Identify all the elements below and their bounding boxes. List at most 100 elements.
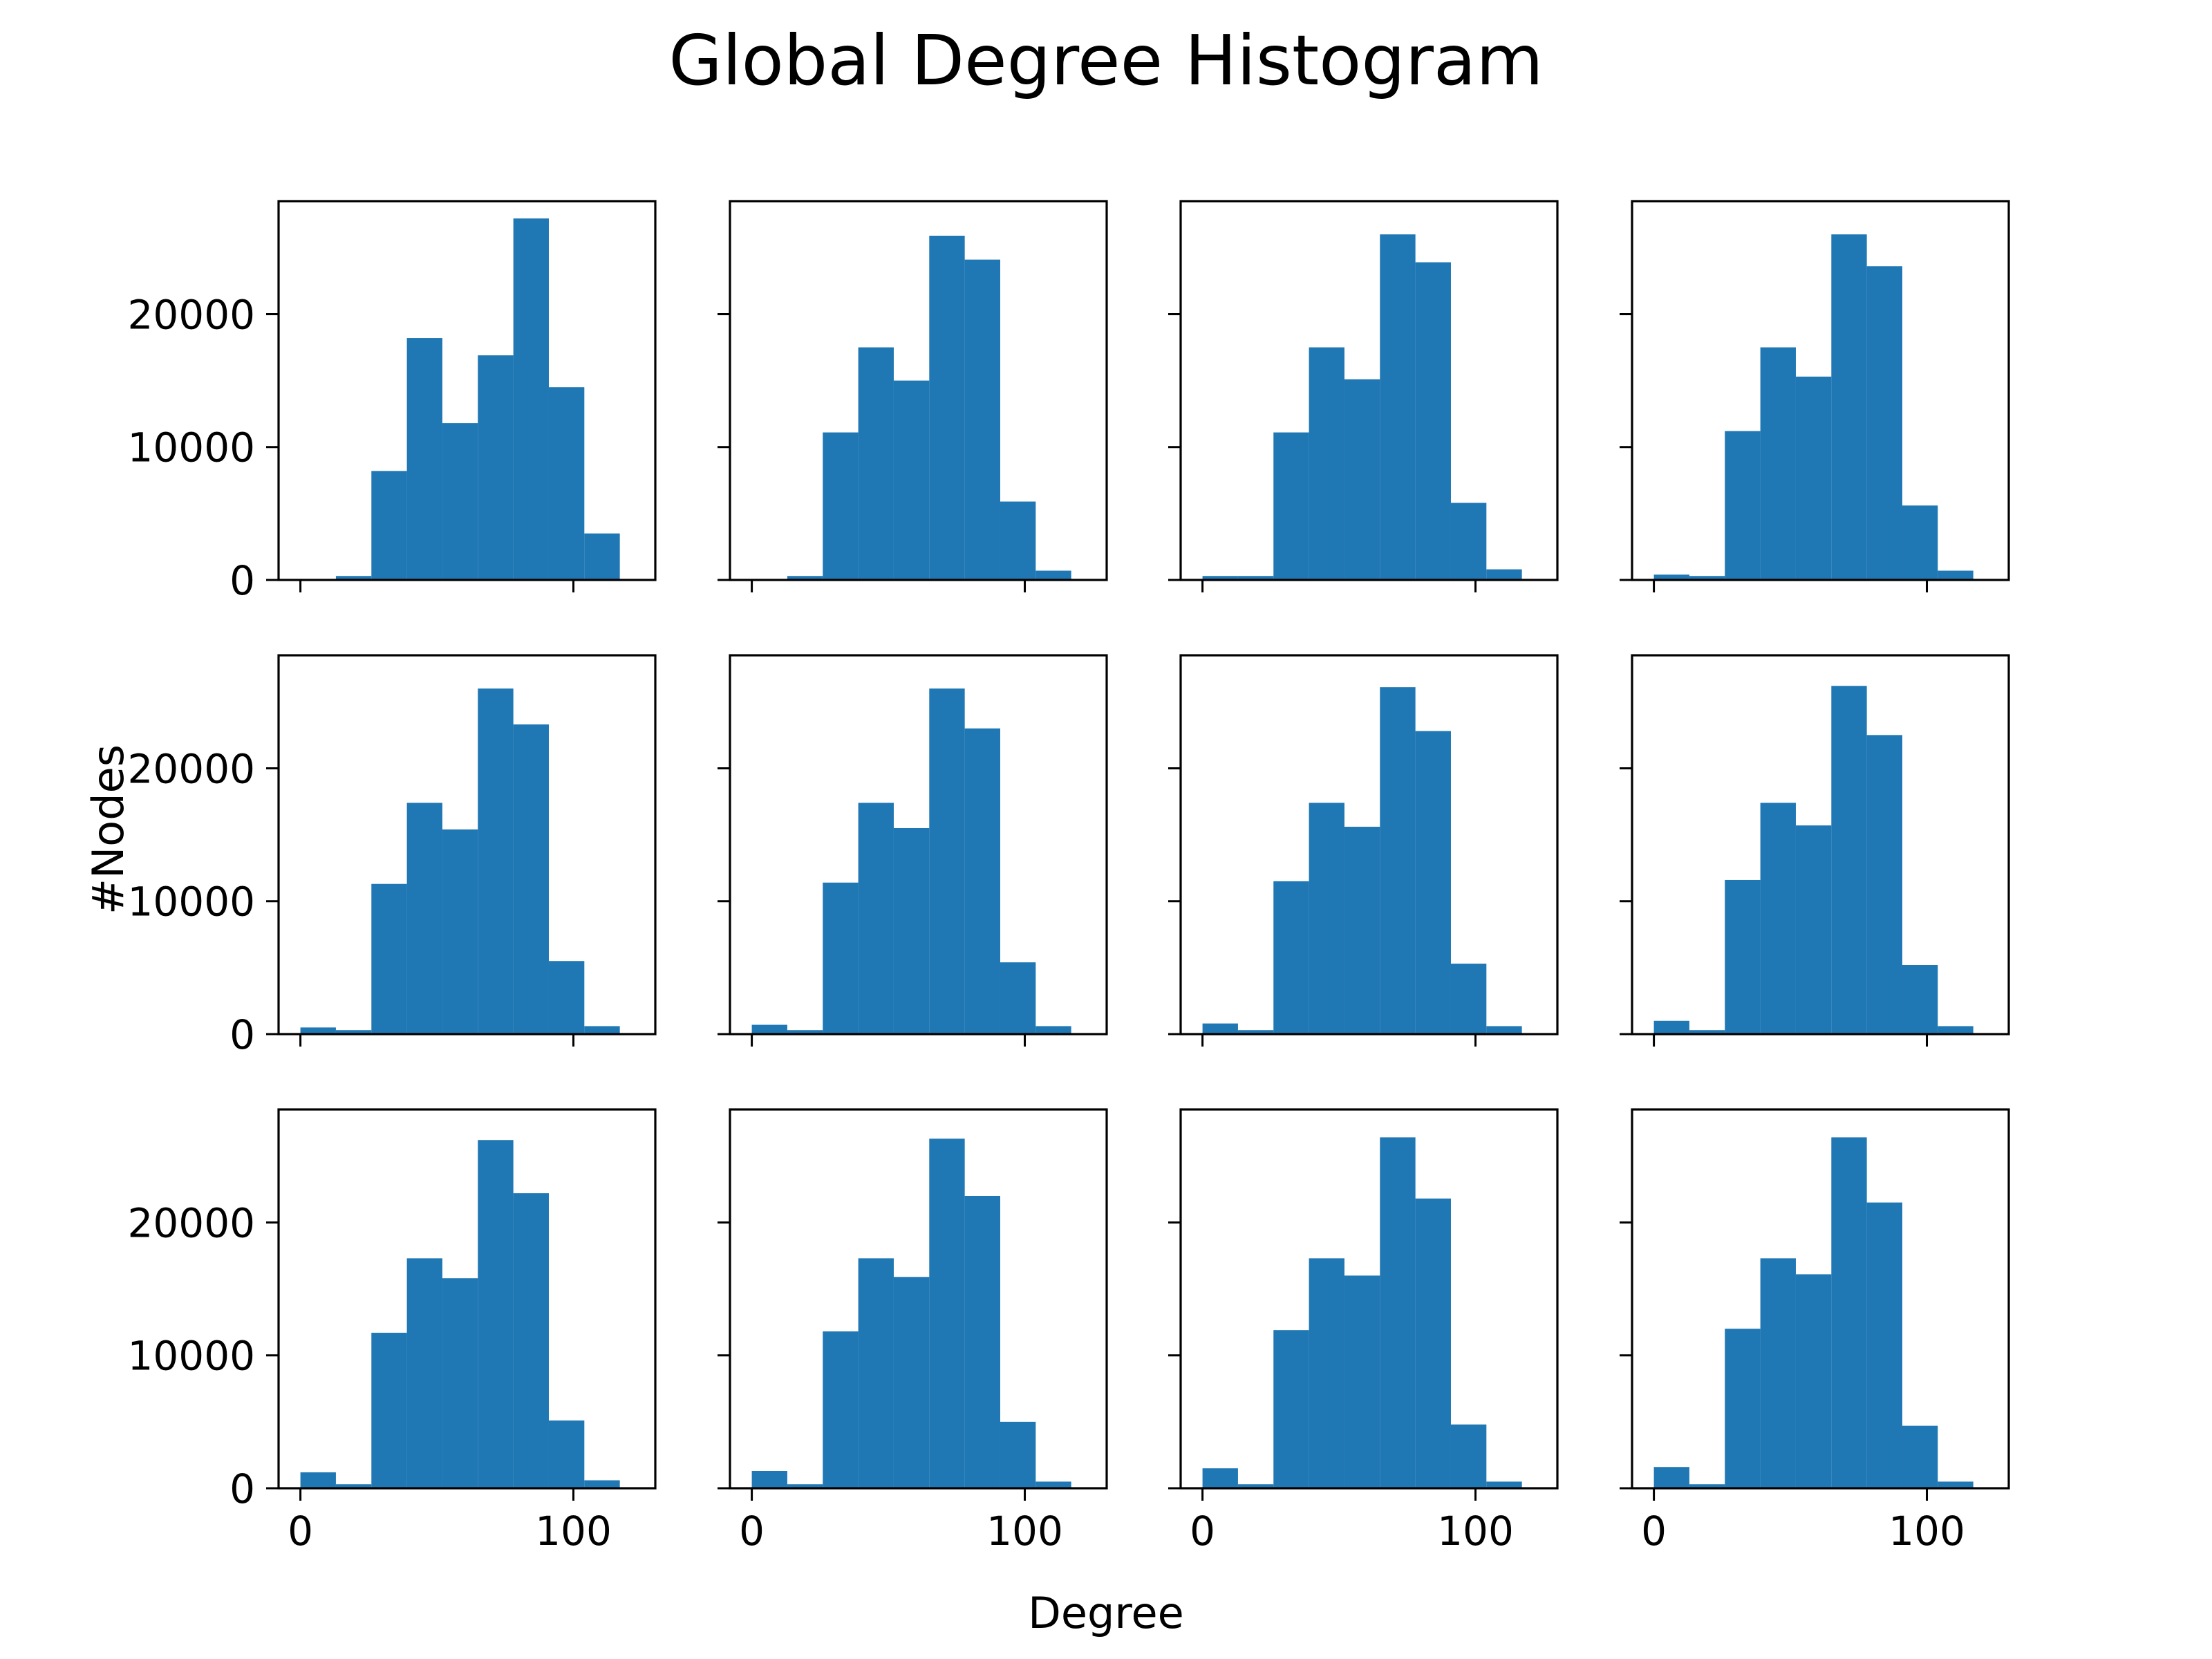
histogram-bar	[858, 803, 894, 1034]
histogram-bar	[371, 1333, 407, 1488]
axes-frame	[277, 654, 657, 1035]
histogram-bar	[1344, 827, 1380, 1034]
histogram-bar	[371, 471, 407, 580]
histogram-bar	[1450, 503, 1487, 580]
x-tick-label: 100	[1888, 1508, 1965, 1555]
histogram-bar	[1273, 432, 1309, 580]
histogram-bar	[929, 1138, 965, 1488]
histogram-bar	[1866, 735, 1902, 1034]
histogram-bar	[478, 688, 514, 1034]
axes-frame	[277, 200, 657, 581]
histogram-bar	[442, 1278, 478, 1488]
histogram-bar	[1938, 570, 1974, 580]
histogram-bar	[406, 1258, 442, 1488]
histogram-bar	[1725, 1329, 1761, 1488]
histogram-bar	[1000, 501, 1036, 580]
histogram-bar	[1000, 962, 1036, 1034]
histogram-bar	[406, 338, 442, 580]
histogram-bar	[335, 1484, 372, 1488]
histogram-bar	[1309, 347, 1344, 580]
histogram-bar	[478, 1140, 514, 1488]
subplot-1-3	[1168, 200, 1559, 592]
histogram-bar	[787, 1030, 823, 1034]
histogram-bar	[1237, 1484, 1274, 1488]
histogram-bar	[548, 387, 585, 580]
histogram-bar	[335, 576, 372, 580]
x-tick-label: 0	[739, 1508, 765, 1555]
y-tick-label: 10000	[127, 424, 255, 471]
histogram-bar	[1938, 1481, 1974, 1488]
histogram-bar	[1202, 1468, 1238, 1488]
histogram-bar	[1380, 1137, 1416, 1488]
histogram-bar	[1689, 1030, 1725, 1034]
histogram-bar	[300, 1472, 336, 1488]
axes-frame	[1631, 654, 2010, 1035]
x-tick-label: 0	[288, 1508, 313, 1555]
histogram-bar	[893, 827, 930, 1034]
histogram-bar	[787, 1484, 823, 1488]
histogram-bar	[1902, 505, 1938, 580]
histogram-bar	[964, 728, 1000, 1034]
x-tick-label: 100	[1437, 1508, 1514, 1555]
histogram-bar	[406, 803, 442, 1034]
axes-frame	[729, 1108, 1108, 1490]
histogram-bar	[929, 688, 965, 1034]
y-tick-label: 10000	[127, 1333, 255, 1380]
x-tick-label: 0	[1641, 1508, 1667, 1555]
axes-frame	[1179, 654, 1559, 1035]
histogram-bar	[964, 259, 1000, 580]
subplot-3-4: 0 100	[1620, 1108, 2010, 1555]
subplot-1-1: 0 10000 20000	[127, 200, 657, 604]
histogram-bar	[1450, 1424, 1487, 1488]
subplot-3-2: 0 100	[718, 1108, 1108, 1555]
histogram-bar	[823, 882, 859, 1034]
y-axis-label: #Nodes	[83, 744, 133, 915]
histogram-bar	[893, 1277, 930, 1488]
histogram-bar	[1237, 576, 1274, 580]
histogram-bar	[1902, 1425, 1938, 1488]
histogram-bar	[1653, 1020, 1689, 1034]
histogram-bar	[1689, 576, 1725, 580]
figure-title: Global Degree Histogram	[668, 20, 1543, 101]
histogram-bar	[513, 218, 549, 581]
histogram-bar	[929, 235, 965, 580]
y-tick-label: 20000	[127, 745, 255, 792]
histogram-bar	[1273, 1330, 1309, 1488]
histogram-bar	[1795, 825, 1832, 1034]
histogram-bar	[513, 1193, 549, 1488]
histogram-bar	[1415, 262, 1451, 580]
histogram-bar	[478, 355, 514, 580]
subplot-2-3	[1168, 654, 1559, 1047]
histogram-bar	[548, 1420, 585, 1488]
histogram-bar	[1760, 1258, 1796, 1488]
y-tick-label: 0	[229, 1011, 255, 1058]
histogram-bar	[1653, 574, 1689, 580]
subplot-3-1: 0 100 0 10000 20000	[127, 1108, 657, 1555]
histogram-bar	[442, 423, 478, 580]
histogram-bar	[1415, 1198, 1451, 1488]
histogram-bar	[1237, 1030, 1274, 1034]
histogram-bar	[548, 961, 585, 1034]
histogram-bar	[1035, 570, 1071, 580]
histogram-bar	[1725, 879, 1761, 1034]
histogram-bar	[584, 1026, 620, 1034]
x-axis-label: Degree	[1028, 1588, 1184, 1638]
histogram-bar	[787, 576, 823, 580]
histogram-bar	[1831, 1137, 1867, 1488]
histogram-bar	[964, 1195, 1000, 1488]
x-tick-label: 0	[1190, 1508, 1215, 1555]
histogram-bar	[1866, 266, 1902, 580]
histogram-bar	[1202, 1023, 1238, 1034]
axes-frame	[729, 654, 1108, 1035]
histogram-bar	[1831, 686, 1867, 1034]
histogram-bar	[1760, 803, 1796, 1034]
histogram-bar	[1273, 881, 1309, 1034]
histogram-bar	[1866, 1202, 1902, 1488]
subplot-1-2	[718, 200, 1108, 592]
histogram-bar	[1202, 576, 1238, 580]
x-tick-label: 100	[986, 1508, 1063, 1555]
histogram-bar	[584, 1480, 620, 1488]
axes-frame	[1631, 200, 2010, 581]
y-tick-label: 10000	[127, 879, 255, 926]
histogram-bar	[1450, 964, 1487, 1034]
